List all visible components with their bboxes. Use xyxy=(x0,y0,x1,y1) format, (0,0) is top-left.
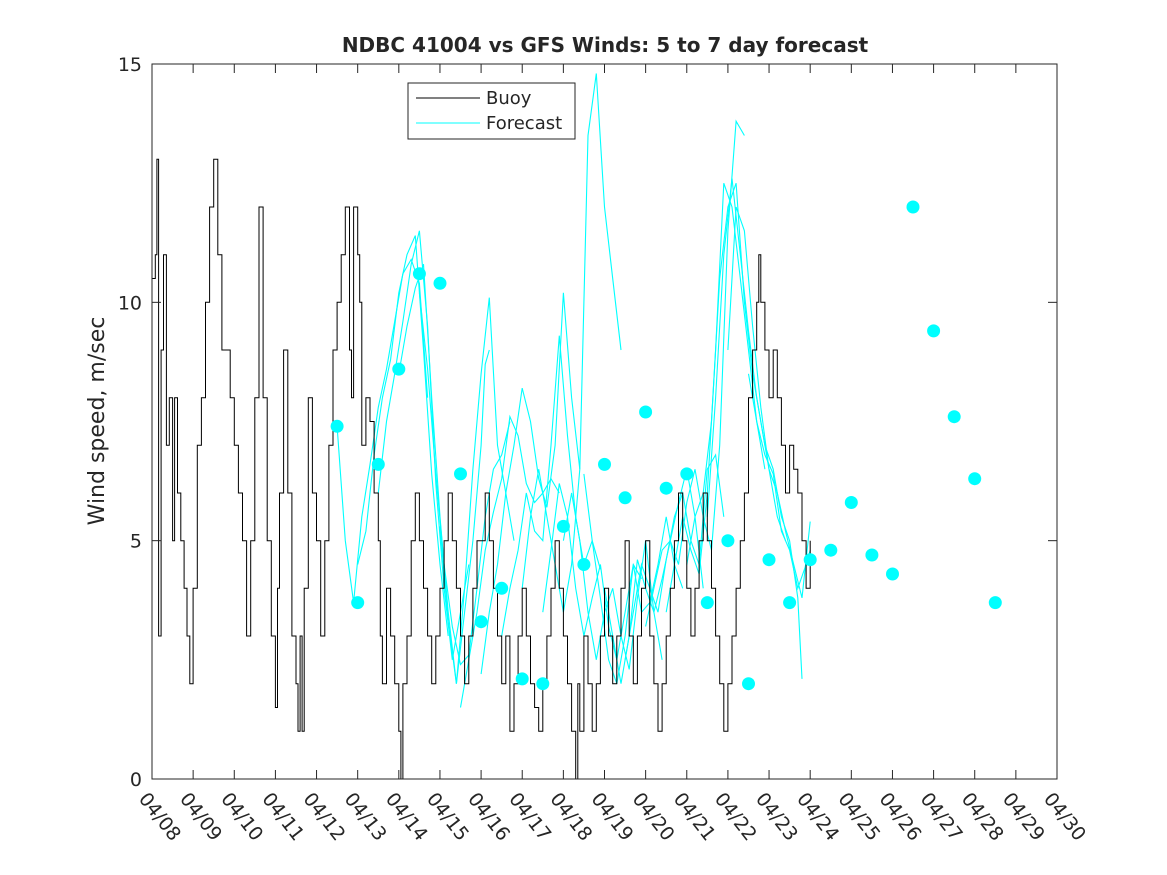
forecast-line-19 xyxy=(727,206,811,599)
forecast-marker-10 xyxy=(536,677,550,691)
legend-box xyxy=(407,82,576,140)
forecast-marker-24 xyxy=(824,543,838,557)
plot-area xyxy=(152,64,1057,779)
forecast-marker-5 xyxy=(433,276,447,290)
y-tick-label-1: 5 xyxy=(130,531,142,553)
forecast-marker-2 xyxy=(371,457,385,471)
forecast-marker-7 xyxy=(474,615,488,629)
forecast-marker-32 xyxy=(988,596,1002,610)
forecast-marker-13 xyxy=(598,457,611,471)
forecast-marker-29 xyxy=(927,324,941,338)
forecast-marker-31 xyxy=(968,472,982,486)
y-tick-label-3: 15 xyxy=(118,54,142,76)
forecast-marker-18 xyxy=(700,596,714,610)
forecast-line-20 xyxy=(747,373,811,591)
forecast-marker-27 xyxy=(886,567,899,581)
chart-title: NDBC 41004 vs GFS Winds: 5 to 7 day fore… xyxy=(342,33,869,57)
forecast-marker-11 xyxy=(556,519,570,533)
forecast-line-3 xyxy=(398,264,490,684)
y-axis-label: Wind speed, m/sec xyxy=(85,317,110,526)
forecast-marker-21 xyxy=(762,553,776,567)
forecast-line-14 xyxy=(624,453,725,660)
data-layer xyxy=(152,73,1002,780)
forecast-marker-30 xyxy=(947,410,961,424)
forecast-line-12 xyxy=(583,473,684,684)
forecast-marker-25 xyxy=(844,496,858,509)
legend-forecast-label: Forecast xyxy=(486,113,562,134)
forecast-line-7 xyxy=(480,292,581,675)
forecast-marker-12 xyxy=(577,558,591,571)
forecast-marker-15 xyxy=(639,405,653,419)
forecast-marker-0 xyxy=(330,419,344,433)
y-tick-label-2: 10 xyxy=(118,292,142,314)
forecast-marker-6 xyxy=(454,467,467,481)
forecast-line-18 xyxy=(706,178,803,679)
forecast-marker-1 xyxy=(351,596,365,610)
forecast-marker-26 xyxy=(865,548,879,562)
forecast-marker-3 xyxy=(392,362,406,376)
forecast-marker-22 xyxy=(783,596,797,610)
forecast-marker-28 xyxy=(906,200,920,214)
forecast-marker-17 xyxy=(680,467,694,481)
y-tick-label-0: 0 xyxy=(130,769,142,791)
forecast-line-15 xyxy=(645,119,745,627)
forecast-line-0 xyxy=(336,258,429,603)
forecast-marker-9 xyxy=(515,672,529,686)
legend: Buoy Forecast xyxy=(407,82,576,140)
forecast-marker-20 xyxy=(742,677,755,691)
forecast-marker-8 xyxy=(495,581,509,595)
forecast-line-5 xyxy=(439,297,515,684)
forecast-marker-16 xyxy=(659,481,673,495)
forecast-marker-4 xyxy=(412,267,426,281)
forecast-marker-19 xyxy=(721,534,735,548)
forecast-line-10 xyxy=(542,483,642,660)
buoy-line xyxy=(152,158,811,780)
forecast-marker-23 xyxy=(803,553,817,567)
legend-buoy-label: Buoy xyxy=(486,88,532,109)
forecast-marker-14 xyxy=(618,491,632,505)
forecast-line-9 xyxy=(521,73,622,613)
